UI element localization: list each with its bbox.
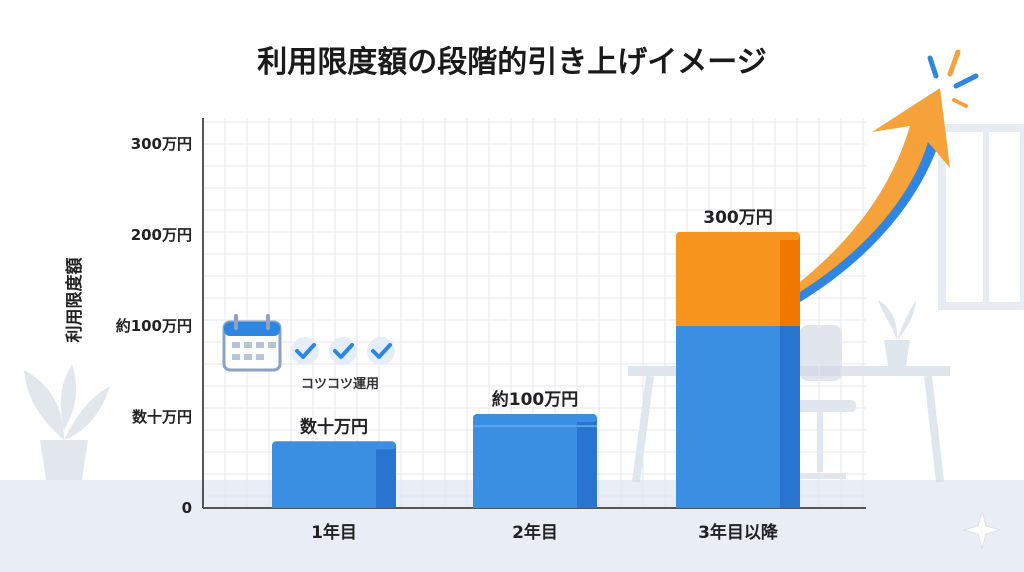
chart-title: 利用限度額の段階的引き上げイメージ <box>257 45 766 80</box>
y-tick-label: 200万円 <box>131 226 192 244</box>
bar-data-label: 約100万円 <box>492 389 579 410</box>
bar-segment-side <box>780 326 800 508</box>
bar-data-label: 300万円 <box>703 208 773 228</box>
y-tick-label: 300万円 <box>131 135 192 153</box>
y-ticks: 0 数十万円 約100万円 200万円 300万円 <box>116 135 192 517</box>
y-tick-label: 約100万円 <box>116 317 192 335</box>
bar-segment <box>676 326 800 508</box>
bar-cap <box>676 232 800 240</box>
check-icons <box>291 337 395 365</box>
x-category-label: 2年目 <box>512 522 558 543</box>
data-labels: 数十万円 約100万円 300万円 <box>300 208 773 437</box>
calendar-check-icon <box>222 314 282 372</box>
bar-data-label: 数十万円 <box>300 416 368 437</box>
x-categories: 1年目 2年目 3年目以降 <box>311 522 779 543</box>
plant-icon-left <box>24 364 110 480</box>
y-tick-label: 0 <box>182 499 192 517</box>
plant-icon-right <box>878 300 916 366</box>
bars <box>272 232 800 508</box>
growth-arrow-icon <box>800 49 979 302</box>
y-axis-label: 利用限度額 <box>64 258 85 343</box>
window-icon <box>938 124 1024 310</box>
bar-segment-side <box>577 417 597 508</box>
annotation-text: コツコツ運用 <box>301 377 379 392</box>
x-category-label: 3年目以降 <box>698 522 779 543</box>
bar-segment-side <box>780 235 800 326</box>
bar-cap <box>272 441 396 450</box>
y-tick-label: 数十万円 <box>132 408 192 426</box>
bar-cap <box>473 414 597 422</box>
sparkle-icon <box>962 510 1002 550</box>
bar-segment-side <box>376 444 396 508</box>
bar-segment <box>272 444 396 508</box>
bar-segment <box>473 417 597 508</box>
x-category-label: 1年目 <box>311 522 357 543</box>
bar-segment <box>676 235 800 326</box>
chair-icon <box>796 325 856 479</box>
